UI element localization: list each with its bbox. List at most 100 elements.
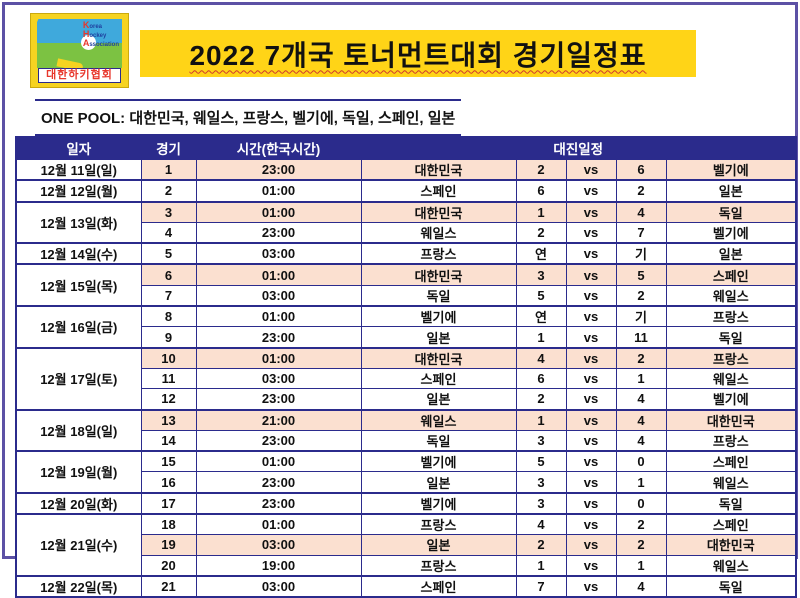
home-team-cell: 대한민국 [361, 202, 516, 223]
date-cell: 12월 13일(화) [16, 202, 141, 244]
away-score-cell: 5 [616, 264, 666, 285]
time-cell: 03:00 [196, 576, 361, 597]
away-team-cell: 웨일스 [666, 368, 796, 388]
away-team-cell: 독일 [666, 327, 796, 348]
date-cell: 12월 16일(금) [16, 306, 141, 348]
away-team-cell: 독일 [666, 493, 796, 514]
date-cell: 12월 17일(토) [16, 348, 141, 410]
schedule-header-row: 일자 경기 시간(한국시간) 대진일정 [16, 137, 796, 159]
game-number-cell: 8 [141, 306, 196, 327]
home-team-cell: 일본 [361, 472, 516, 493]
time-cell: 23:00 [196, 493, 361, 514]
date-cell: 12월 11일(일) [16, 159, 141, 180]
home-score-cell: 연 [516, 243, 566, 264]
home-score-cell: 6 [516, 368, 566, 388]
away-team-cell: 스페인 [666, 514, 796, 535]
home-team-cell: 프랑스 [361, 555, 516, 576]
game-number-cell: 21 [141, 576, 196, 597]
vs-cell: vs [566, 306, 616, 327]
vs-cell: vs [566, 159, 616, 180]
home-team-cell: 웨일스 [361, 410, 516, 431]
home-score-cell: 5 [516, 451, 566, 472]
away-team-cell: 벨기에 [666, 222, 796, 243]
away-team-cell: 일본 [666, 243, 796, 264]
time-cell: 01:00 [196, 264, 361, 285]
logo-artwork: Korea Hockey Association [37, 19, 122, 68]
col-header-date: 일자 [16, 137, 141, 159]
time-cell: 23:00 [196, 159, 361, 180]
vs-cell: vs [566, 327, 616, 348]
time-cell: 01:00 [196, 202, 361, 223]
time-cell: 03:00 [196, 285, 361, 306]
home-team-cell: 대한민국 [361, 159, 516, 180]
time-cell: 03:00 [196, 368, 361, 388]
home-team-cell: 벨기에 [361, 451, 516, 472]
home-team-cell: 대한민국 [361, 264, 516, 285]
away-score-cell: 1 [616, 472, 666, 493]
home-score-cell: 3 [516, 493, 566, 514]
time-cell: 21:00 [196, 410, 361, 431]
vs-cell: vs [566, 576, 616, 597]
time-cell: 23:00 [196, 222, 361, 243]
home-team-cell: 일본 [361, 327, 516, 348]
vs-cell: vs [566, 222, 616, 243]
game-number-cell: 15 [141, 451, 196, 472]
game-number-cell: 13 [141, 410, 196, 431]
away-team-cell: 웨일스 [666, 285, 796, 306]
away-team-cell: 스페인 [666, 264, 796, 285]
game-number-cell: 2 [141, 180, 196, 201]
away-score-cell: 7 [616, 222, 666, 243]
page-title: 2022 7개국 토너먼트대회 경기일정표 [189, 34, 646, 74]
home-team-cell: 벨기에 [361, 493, 516, 514]
time-cell: 23:00 [196, 389, 361, 410]
vs-cell: vs [566, 243, 616, 264]
col-header-time: 시간(한국시간) [196, 137, 361, 159]
date-cell: 12월 20일(화) [16, 493, 141, 514]
pool-line: ONE POOL: 대한민국, 웨일스, 프랑스, 벨기에, 독일, 스페인, … [35, 99, 461, 136]
home-team-cell: 스페인 [361, 368, 516, 388]
home-team-cell: 일본 [361, 535, 516, 555]
pool-label: ONE POOL: [41, 110, 125, 127]
home-score-cell: 1 [516, 327, 566, 348]
time-cell: 23:00 [196, 472, 361, 493]
vs-cell: vs [566, 472, 616, 493]
date-cell: 12월 22일(목) [16, 576, 141, 597]
date-cell: 12월 19일(월) [16, 451, 141, 493]
game-number-cell: 6 [141, 264, 196, 285]
time-cell: 01:00 [196, 180, 361, 201]
home-score-cell: 3 [516, 472, 566, 493]
game-number-cell: 20 [141, 555, 196, 576]
away-team-cell: 대한민국 [666, 410, 796, 431]
home-score-cell: 5 [516, 285, 566, 306]
date-cell: 12월 12일(월) [16, 180, 141, 201]
away-team-cell: 웨일스 [666, 555, 796, 576]
vs-cell: vs [566, 555, 616, 576]
away-team-cell: 독일 [666, 202, 796, 223]
away-team-cell: 프랑스 [666, 348, 796, 369]
home-score-cell: 2 [516, 222, 566, 243]
date-cell: 12월 14일(수) [16, 243, 141, 264]
away-score-cell: 2 [616, 514, 666, 535]
vs-cell: vs [566, 410, 616, 431]
home-score-cell: 1 [516, 555, 566, 576]
vs-cell: vs [566, 430, 616, 451]
vs-cell: vs [566, 348, 616, 369]
home-team-cell: 웨일스 [361, 222, 516, 243]
time-cell: 23:00 [196, 327, 361, 348]
home-score-cell: 2 [516, 389, 566, 410]
game-number-cell: 11 [141, 368, 196, 388]
home-score-cell: 1 [516, 410, 566, 431]
home-score-cell: 1 [516, 202, 566, 223]
away-score-cell: 2 [616, 285, 666, 306]
home-score-cell: 2 [516, 159, 566, 180]
home-team-cell: 독일 [361, 430, 516, 451]
home-team-cell: 독일 [361, 285, 516, 306]
